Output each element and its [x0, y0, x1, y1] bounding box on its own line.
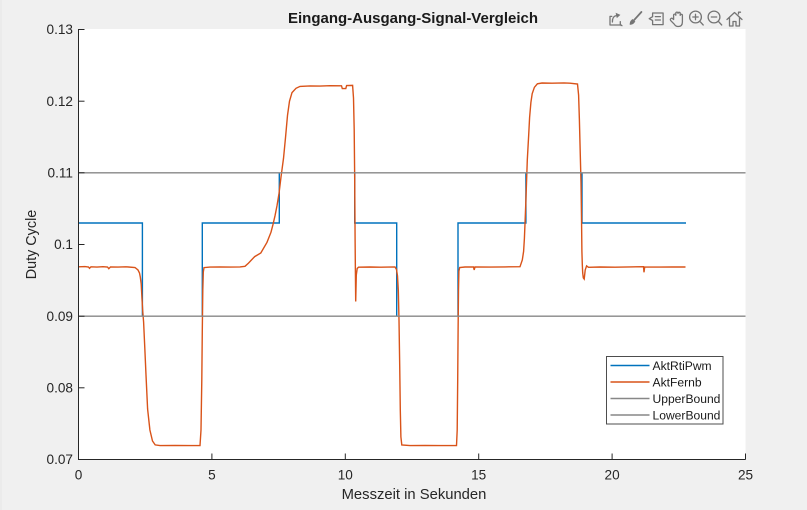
svg-text:0.1: 0.1: [54, 237, 73, 252]
svg-text:25: 25: [738, 468, 753, 483]
svg-text:15: 15: [471, 468, 486, 483]
svg-text:Messzeit in Sekunden: Messzeit in Sekunden: [342, 487, 487, 503]
svg-text:0: 0: [75, 468, 83, 483]
svg-text:LowerBound: LowerBound: [653, 409, 721, 423]
svg-text:AktRtiPwm: AktRtiPwm: [653, 359, 712, 373]
svg-text:AktFernb: AktFernb: [653, 376, 702, 390]
svg-text:0.13: 0.13: [47, 22, 73, 37]
svg-text:20: 20: [605, 468, 621, 483]
svg-text:0.09: 0.09: [47, 309, 73, 324]
svg-text:Duty Cycle: Duty Cycle: [24, 210, 40, 280]
svg-text:UpperBound: UpperBound: [653, 392, 721, 406]
svg-text:0.07: 0.07: [47, 452, 73, 467]
svg-text:0.12: 0.12: [47, 94, 73, 109]
svg-text:10: 10: [338, 468, 354, 483]
svg-text:0.11: 0.11: [48, 166, 73, 181]
svg-text:5: 5: [208, 468, 216, 483]
svg-text:0.08: 0.08: [47, 381, 73, 396]
svg-text:Eingang-Ausgang-Signal-Verglei: Eingang-Ausgang-Signal-Vergleich: [288, 10, 538, 27]
